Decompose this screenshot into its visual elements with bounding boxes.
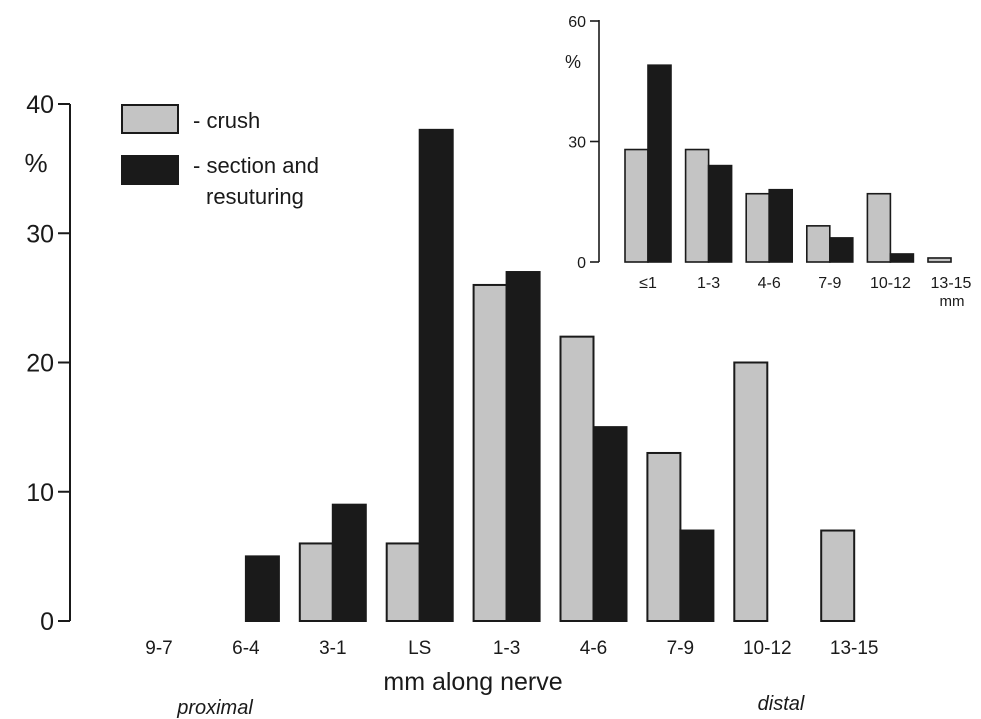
main-x-tick-label: 7-9 <box>667 638 694 659</box>
inset-bar-crush <box>624 148 649 263</box>
main-bar-section <box>505 271 541 622</box>
main-bar-section <box>679 529 715 623</box>
legend-label-section-line1: - section and <box>193 153 319 178</box>
main-bar-crush <box>472 283 508 622</box>
main-y-tick-label: 30 <box>26 220 54 248</box>
inset-x-tick-labels: ≤1 1-3 4-6 7-9 10-12 13-15 <box>639 275 971 292</box>
inset-x-tick-label: ≤1 <box>639 275 657 292</box>
main-bar-section <box>331 503 367 622</box>
main-x-tick-label: 6-4 <box>232 638 260 659</box>
main-y-ticks: 0 10 20 30 40 <box>26 91 70 636</box>
inset-bar-section <box>707 164 733 263</box>
inset-bar-crush <box>805 225 831 263</box>
legend-swatch-section <box>121 155 179 185</box>
main-x-tick-label: 3-1 <box>319 638 346 659</box>
legend-label-crush: - crush <box>193 108 260 133</box>
inset-x-tick-label: 10-12 <box>870 275 911 292</box>
main-y-tick-label: 10 <box>26 479 54 507</box>
main-bar-section <box>244 555 280 622</box>
distal-label: distal <box>758 693 805 715</box>
inset-bars <box>624 64 952 263</box>
main-x-tick-labels: 9-7 6-4 3-1 LS 1-3 4-6 7-9 10-12 13-15 <box>145 638 878 659</box>
main-x-axis-label: mm along nerve <box>383 668 562 696</box>
main-y-tick-label: 40 <box>26 91 54 119</box>
main-y-tick-label: 20 <box>26 350 54 378</box>
main-chart: 0 10 20 30 40 % 9-7 6-4 3-1 LS 1-3 4-6 7-9 10-12 13-… <box>24 91 878 719</box>
inset-x-tick-label: 1-3 <box>697 275 720 292</box>
proximal-label: proximal <box>176 697 253 719</box>
legend-label-section-line2: resuturing <box>206 184 304 209</box>
main-bar-crush <box>385 542 421 623</box>
main-y-tick-label: 0 <box>40 608 54 636</box>
inset-x-tick-label: 13-15 <box>931 275 972 292</box>
main-y-axis-label: % <box>24 148 47 178</box>
main-bar-crush <box>646 451 682 622</box>
main-x-tick-label: 4-6 <box>580 638 607 659</box>
inset-chart: 0 30 60 % ≤1 1-3 4-6 7-9 10-12 13-15 mm <box>565 14 972 310</box>
main-x-tick-label: 10-12 <box>743 638 792 659</box>
main-bar-crush <box>559 335 595 622</box>
legend: - crush - section and resuturing <box>121 104 319 209</box>
inset-y-axis-label: % <box>565 52 581 72</box>
main-bar-crush <box>820 529 856 623</box>
main-bar-crush <box>298 542 334 623</box>
inset-bar-crush <box>866 192 892 263</box>
inset-bar-crush <box>927 257 952 263</box>
legend-swatch-crush <box>121 104 179 134</box>
inset-bar-section <box>828 237 854 263</box>
inset-bar-crush <box>684 148 710 263</box>
inset-bar-crush <box>745 192 771 263</box>
inset-x-tick-label: 7-9 <box>818 275 841 292</box>
inset-x-tick-label: 4-6 <box>758 275 781 292</box>
main-x-tick-label: LS <box>408 638 431 659</box>
inset-y-ticks: 0 30 60 <box>568 14 599 272</box>
main-bar-section <box>592 426 628 622</box>
main-x-tick-label: 1-3 <box>493 638 520 659</box>
inset-bar-section <box>647 64 672 263</box>
inset-bar-section <box>889 253 915 263</box>
inset-bar-section <box>768 188 794 263</box>
inset-y-tick-label: 60 <box>568 14 586 31</box>
main-bar-crush <box>733 361 769 622</box>
inset-y-tick-label: 30 <box>568 134 586 151</box>
inset-x-axis-unit: mm <box>940 293 965 310</box>
main-x-tick-label: 13-15 <box>830 638 879 659</box>
main-bar-section <box>418 128 454 622</box>
main-bars <box>244 128 856 623</box>
inset-y-tick-label: 0 <box>577 255 586 272</box>
main-x-tick-label: 9-7 <box>145 638 172 659</box>
